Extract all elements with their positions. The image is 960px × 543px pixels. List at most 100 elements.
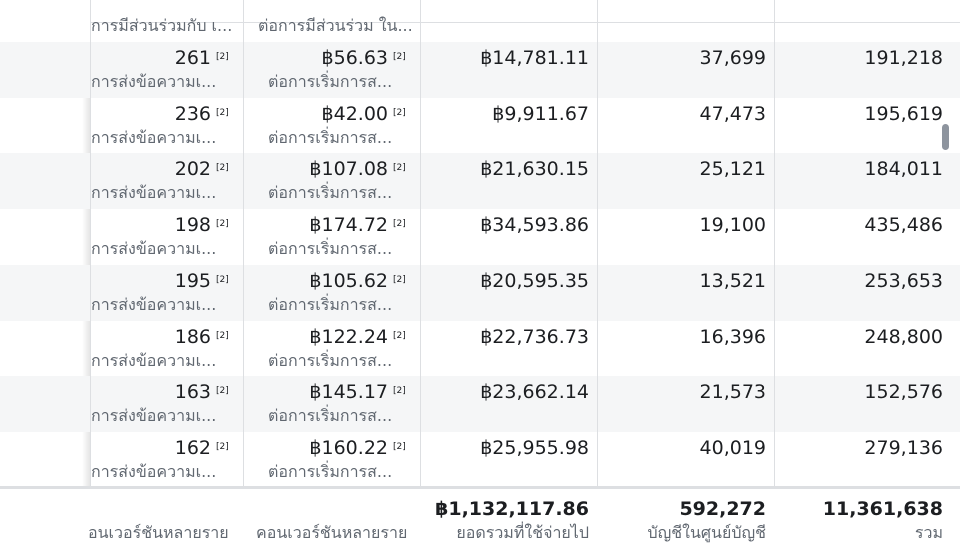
cost-value: ฿174.72	[309, 214, 388, 237]
amount-spent-value: ฿20,595.35	[480, 269, 589, 292]
conversations-value: 261	[174, 47, 211, 69]
column-divider	[90, 0, 91, 540]
footnote-marker[interactable]: [2]	[393, 441, 406, 452]
table-footer-totals: อนเวอร์ชันหลายราย คอนเวอร์ชันหลายราย ฿1,…	[0, 486, 960, 543]
conversion-column-label: อนเวอร์ชันหลายราย	[88, 523, 229, 542]
cost-label: ต่อการเริ่มการส...	[268, 127, 393, 147]
footnote-marker[interactable]: [2]	[393, 330, 406, 341]
column-divider	[420, 0, 421, 540]
accounts-value: 37,699	[699, 47, 766, 69]
vertical-scrollbar-thumb[interactable]	[942, 124, 949, 150]
footnote-marker[interactable]: [2]	[216, 107, 229, 118]
table-row[interactable]: 198 [2] การส่งข้อความเ... ฿174.72 [2] ต่อการเ…	[0, 209, 960, 265]
table-row[interactable]: 186 [2] การส่งข้อความเ... ฿122.24 [2] ต่อการเ…	[0, 321, 960, 377]
footnote-marker[interactable]: [2]	[393, 386, 406, 397]
accounts-value: 19,100	[699, 214, 766, 237]
table-row[interactable]: 202 [2] การส่งข้อความเ... ฿107.08 [2] ต่อการเ…	[0, 153, 960, 210]
footnote-marker[interactable]: [2]	[216, 52, 229, 62]
accounts-value: 13,521	[699, 269, 766, 292]
conversations-label: การส่งข้อความเ...	[91, 239, 217, 259]
reach-value: 191,218	[864, 47, 943, 69]
engagement-cost-label: ต่อการมีส่วนร่วม ใน...	[258, 16, 413, 35]
cost-per-conversation-cell: ฿56.63 [2] ต่อการเริ่มการส...	[0, 42, 420, 98]
messaging-conversations-cell: 162 [2] การส่งข้อความเ...	[0, 432, 243, 488]
cost-value: ฿42.00	[321, 102, 388, 125]
footnote-marker[interactable]: [2]	[216, 274, 229, 285]
messaging-conversations-cell: 236 [2] การส่งข้อความเ...	[0, 98, 243, 154]
reach-value: 279,136	[864, 436, 943, 459]
conversations-value: 195	[174, 269, 211, 292]
cost-value: ฿56.63	[321, 47, 388, 69]
footnote-marker[interactable]: [2]	[216, 163, 229, 174]
conversations-label: การส่งข้อความเ...	[91, 406, 217, 426]
footnote-marker[interactable]: [2]	[393, 274, 406, 285]
accounts-total: 592,272	[679, 498, 766, 520]
footnote-marker[interactable]: [2]	[393, 163, 406, 174]
amount-spent-value: ฿23,662.14	[480, 381, 589, 404]
messaging-conversations-cell: 186 [2] การส่งข้อความเ...	[0, 321, 243, 377]
cost-label: ต่อการเริ่มการส...	[268, 406, 393, 426]
accounts-label: บัญชีในศูนย์บัญชี	[647, 523, 766, 542]
footnote-marker[interactable]: [2]	[216, 386, 229, 397]
conversations-value: 186	[174, 325, 211, 348]
reach-value: 435,486	[864, 214, 943, 237]
cost-per-conversation-cell: ฿105.62 [2] ต่อการเริ่มการส...	[0, 265, 420, 321]
reach-value: 184,011	[864, 158, 943, 181]
accounts-value: 47,473	[699, 102, 766, 125]
messaging-conversations-cell: 198 [2] การส่งข้อความเ...	[0, 209, 243, 265]
reach-value: 195,619	[864, 102, 943, 125]
cost-value: ฿107.08	[309, 158, 388, 181]
cost-value: ฿145.17	[309, 381, 388, 404]
messaging-conversations-cell: 261 [2] การส่งข้อความเ...	[0, 42, 243, 98]
reach-label: รวม	[914, 523, 943, 542]
conversations-value: 163	[174, 381, 211, 404]
row-divider	[90, 22, 960, 23]
footnote-marker[interactable]: [2]	[216, 330, 229, 341]
conversion-column-label-2: คอนเวอร์ชันหลายราย	[256, 523, 408, 542]
column-divider	[243, 0, 244, 540]
cost-per-conversation-cell: ฿145.17 [2] ต่อการเริ่มการส...	[0, 376, 420, 432]
amount-spent-value: ฿25,955.98	[480, 436, 589, 459]
cost-label: ต่อการเริ่มการส...	[268, 183, 393, 203]
footnote-marker[interactable]: [2]	[393, 107, 406, 118]
cost-label: ต่อการเริ่มการส...	[268, 294, 393, 314]
messaging-conversations-cell: 202 [2] การส่งข้อความเ...	[0, 153, 243, 209]
cost-per-conversation-cell: ฿174.72 [2] ต่อการเริ่มการส...	[0, 209, 420, 265]
cost-value: ฿105.62	[309, 269, 388, 292]
accounts-value: 16,396	[699, 325, 766, 348]
cost-label: ต่อการเริ่มการส...	[268, 350, 393, 370]
footnote-marker[interactable]: [2]	[393, 219, 406, 230]
table-row[interactable]: 162 [2] การส่งข้อความเ... ฿160.22 [2] ต่อการเ…	[0, 432, 960, 488]
amount-spent-total: ฿1,132,117.86	[435, 498, 589, 520]
footnote-marker[interactable]: [2]	[216, 441, 229, 452]
messaging-conversations-cell: 195 [2] การส่งข้อความเ...	[0, 265, 243, 321]
table-row[interactable]: 163 [2] การส่งข้อความเ... ฿145.17 [2] ต่อการเ…	[0, 376, 960, 433]
table-row[interactable]: 195 [2] การส่งข้อความเ... ฿105.62 [2] ต่อการเ…	[0, 264, 960, 321]
cost-per-conversation-cell: ฿160.22 [2] ต่อการเริ่มการส...	[0, 432, 420, 488]
engagement-label: การมีส่วนร่วมกับ เ...	[91, 16, 233, 35]
conversations-label: การส่งข้อความเ...	[91, 127, 217, 147]
messaging-conversations-cell: 163 [2] การส่งข้อความเ...	[0, 376, 243, 432]
footnote-marker[interactable]: [2]	[216, 219, 229, 230]
column-divider	[597, 0, 598, 540]
cost-per-conversation-cell: ฿42.00 [2] ต่อการเริ่มการส...	[0, 98, 420, 154]
table-row-partial[interactable]: การมีส่วนร่วมกับ เ... ต่อการมีส่วนร่วม ใ…	[0, 0, 960, 42]
reach-value: 253,653	[864, 269, 943, 292]
conversations-label: การส่งข้อความเ...	[91, 350, 217, 370]
conversations-value: 202	[174, 158, 211, 181]
conversations-label: การส่งข้อความเ...	[91, 72, 217, 91]
cost-label: ต่อการเริ่มการส...	[268, 239, 393, 259]
table-row[interactable]: 261 [2] การส่งข้อความเ... ฿56.63 [2] ต่อการเร…	[0, 42, 960, 98]
conversations-value: 198	[174, 214, 211, 237]
footnote-marker[interactable]: [2]	[393, 52, 406, 62]
table-row[interactable]: 236 [2] การส่งข้อความเ... ฿42.00 [2] ต่อการเร…	[0, 98, 960, 154]
amount-spent-value: ฿9,911.67	[492, 102, 589, 125]
amount-spent-label: ยอดรวมที่ใช้จ่ายไป	[456, 523, 589, 542]
reach-value: 152,576	[864, 381, 943, 404]
amount-spent-value: ฿22,736.73	[480, 325, 589, 348]
accounts-value: 40,019	[699, 436, 766, 459]
conversations-value: 236	[174, 102, 211, 125]
cost-label: ต่อการเริ่มการส...	[268, 461, 393, 481]
cost-value: ฿122.24	[309, 325, 388, 348]
